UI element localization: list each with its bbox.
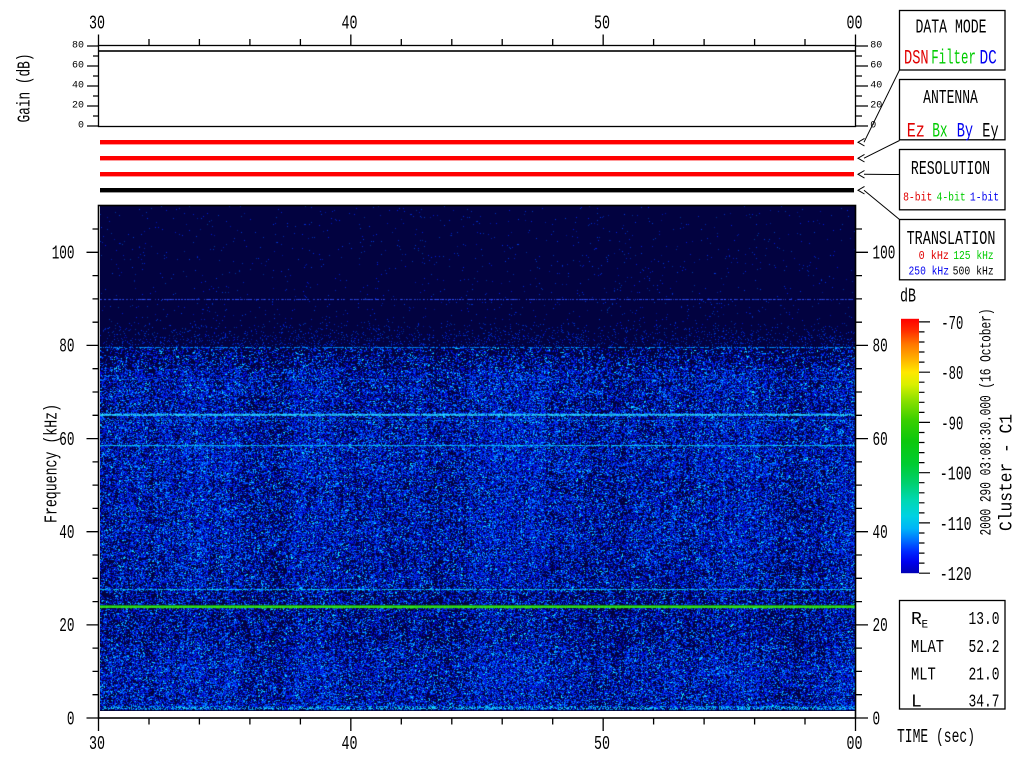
svg-text:Frequency (kHz): Frequency (kHz) xyxy=(43,404,63,523)
svg-text:40: 40 xyxy=(873,522,888,544)
svg-text:250 kHz: 250 kHz xyxy=(909,264,950,278)
svg-text:Filter: Filter xyxy=(931,48,976,71)
svg-text:500 kHz: 500 kHz xyxy=(953,264,994,278)
svg-text:40: 40 xyxy=(59,522,74,544)
svg-text:R: R xyxy=(911,610,922,630)
svg-text:30: 30 xyxy=(89,13,105,35)
svg-text:Cluster - C1: Cluster - C1 xyxy=(998,414,1018,531)
svg-text:0: 0 xyxy=(873,708,881,730)
svg-text:1-bit: 1-bit xyxy=(970,190,999,204)
svg-text:80: 80 xyxy=(72,40,84,51)
svg-text:20: 20 xyxy=(59,615,74,637)
svg-text:TRANSLATION: TRANSLATION xyxy=(907,228,996,250)
svg-text:50: 50 xyxy=(594,13,610,35)
svg-text:40: 40 xyxy=(342,733,358,755)
svg-text:-70: -70 xyxy=(941,313,963,335)
svg-text:-90: -90 xyxy=(941,413,963,435)
svg-text:52.2: 52.2 xyxy=(969,638,1000,658)
svg-text:ANTENNA: ANTENNA xyxy=(923,87,978,109)
svg-text:Ez: Ez xyxy=(907,121,925,144)
svg-text:125 kHz: 125 kHz xyxy=(953,249,994,263)
svg-text:Bx: Bx xyxy=(932,121,947,144)
svg-text:20: 20 xyxy=(873,615,888,637)
svg-text:0: 0 xyxy=(870,120,876,131)
svg-text:40: 40 xyxy=(870,80,882,91)
svg-text:0: 0 xyxy=(67,708,75,730)
svg-text:0: 0 xyxy=(78,120,84,131)
svg-text:00: 00 xyxy=(847,733,863,755)
svg-text:DSN: DSN xyxy=(904,48,929,71)
svg-text:4-bit: 4-bit xyxy=(937,190,966,204)
svg-text:E: E xyxy=(922,620,929,632)
svg-text:DATA MODE: DATA MODE xyxy=(916,17,987,39)
svg-text:-80: -80 xyxy=(941,363,963,385)
svg-text:80: 80 xyxy=(873,336,888,358)
svg-text:DC: DC xyxy=(980,48,997,71)
svg-text:20: 20 xyxy=(72,100,84,111)
svg-text:40: 40 xyxy=(72,80,84,91)
svg-text:13.0: 13.0 xyxy=(969,610,1000,630)
svg-text:-110: -110 xyxy=(940,514,972,536)
svg-text:0 kHz: 0 kHz xyxy=(919,249,949,263)
svg-text:-120: -120 xyxy=(940,564,972,586)
svg-text:TIME (sec): TIME (sec) xyxy=(897,726,975,748)
svg-text:60: 60 xyxy=(72,60,84,71)
svg-text:Ey: Ey xyxy=(982,121,998,144)
svg-text:100: 100 xyxy=(52,243,75,265)
svg-text:80: 80 xyxy=(59,336,74,358)
svg-text:34.7: 34.7 xyxy=(969,693,1000,713)
svg-text:L: L xyxy=(911,693,922,713)
svg-text:30: 30 xyxy=(89,733,105,755)
svg-text:-100: -100 xyxy=(940,464,972,486)
svg-text:MLAT: MLAT xyxy=(911,638,944,658)
svg-text:Gain (dB): Gain (dB) xyxy=(16,54,36,123)
svg-text:dB: dB xyxy=(900,286,916,308)
svg-text:MLT: MLT xyxy=(911,666,936,686)
svg-text:60: 60 xyxy=(873,429,888,451)
svg-text:2000 290 03:08:30.000 (16 Octo: 2000 290 03:08:30.000 (16 October) xyxy=(978,309,996,536)
svg-text:60: 60 xyxy=(59,429,74,451)
svg-text:40: 40 xyxy=(342,13,358,35)
svg-text:00: 00 xyxy=(847,13,863,35)
svg-text:RESOLUTION: RESOLUTION xyxy=(911,158,990,180)
svg-text:60: 60 xyxy=(870,60,882,71)
svg-text:80: 80 xyxy=(870,40,882,51)
svg-text:100: 100 xyxy=(873,243,896,265)
svg-text:20: 20 xyxy=(870,100,882,111)
svg-text:21.0: 21.0 xyxy=(969,666,1000,686)
svg-text:8-bit: 8-bit xyxy=(903,190,932,204)
svg-text:50: 50 xyxy=(594,733,610,755)
svg-text:By: By xyxy=(957,121,973,144)
